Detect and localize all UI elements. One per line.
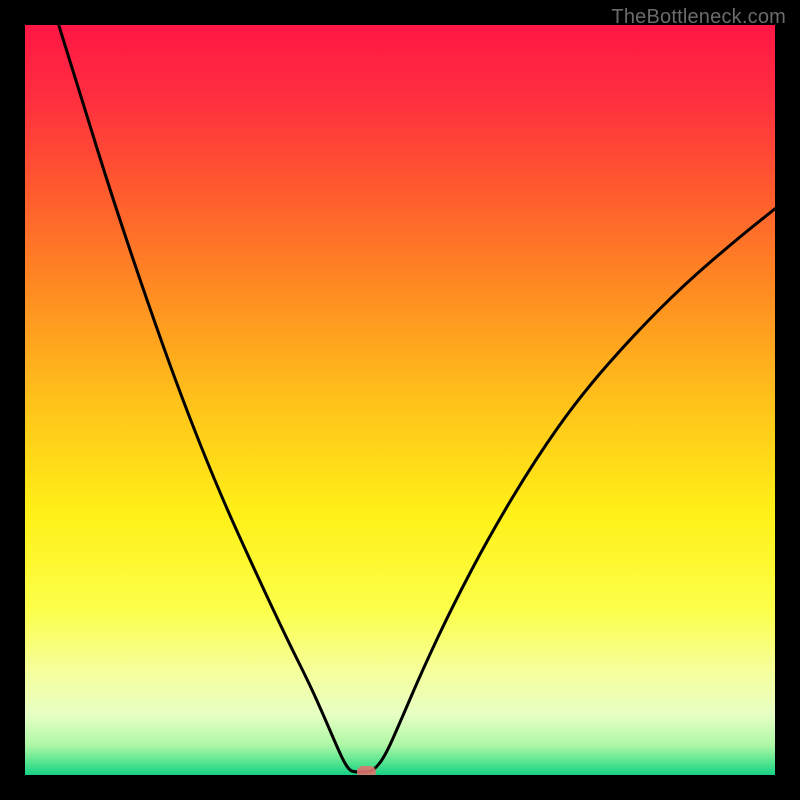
- optimum-marker: [357, 766, 377, 775]
- plot-area: [25, 25, 775, 775]
- watermark: TheBottleneck.com: [611, 6, 786, 29]
- bottleneck-curve: [25, 25, 775, 775]
